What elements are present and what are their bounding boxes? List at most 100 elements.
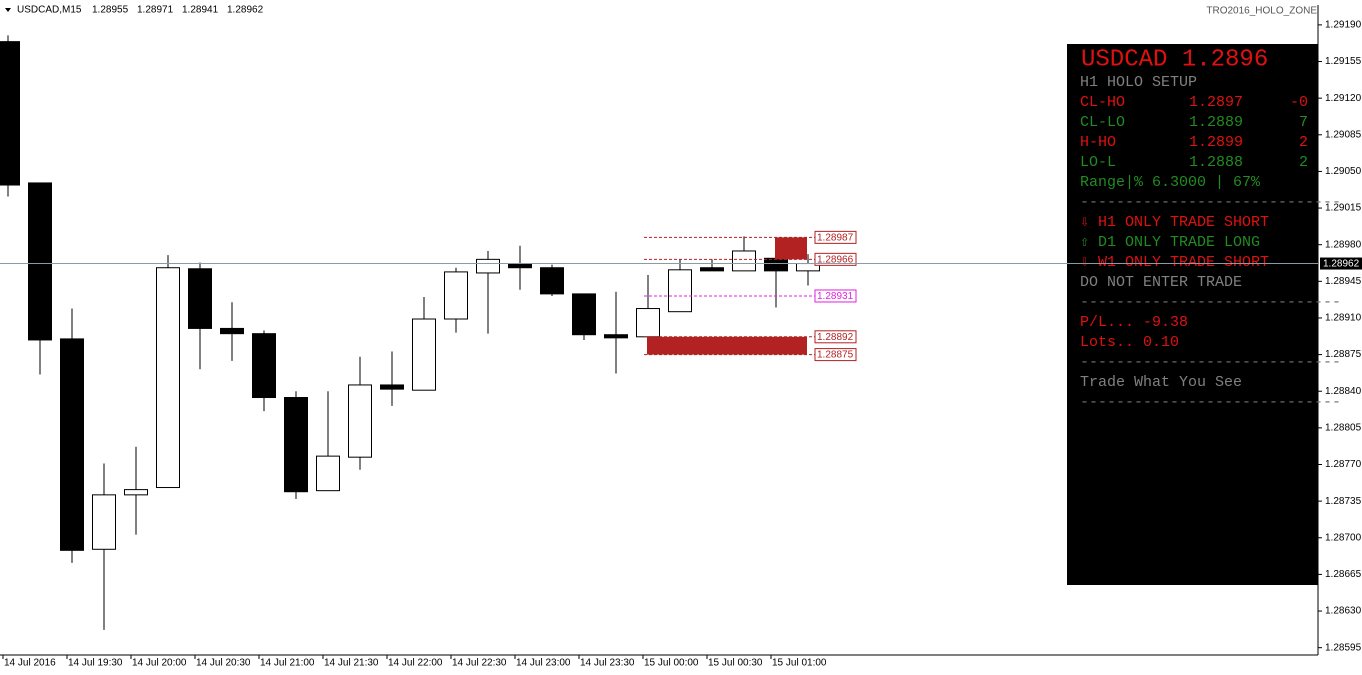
panel-text: 7: [1299, 114, 1308, 131]
panel-text: Range|% 6.3000 | 67%: [1080, 174, 1261, 191]
x-tick-label: 14 Jul 22:30: [452, 658, 507, 669]
level-label: 1.28966: [817, 254, 854, 265]
y-tick-label: 1.29190: [1325, 20, 1362, 31]
y-tick-label: 1.28910: [1325, 313, 1362, 324]
candle-body: [476, 258, 500, 274]
y-tick-label: 1.28840: [1325, 386, 1362, 397]
panel-text: -----------------------------: [1080, 294, 1341, 311]
menu-arrow: [5, 8, 11, 12]
plot-area: [0, 35, 820, 630]
candle-body: [540, 267, 564, 295]
panel-text: H-HO: [1080, 134, 1116, 151]
indicator-name: TRO2016_HOLO_ZONE: [1206, 6, 1317, 17]
panel-text: 1.2889: [1189, 114, 1243, 131]
level-label-box: [814, 330, 857, 344]
panel-title: USDCAD 1.2896: [1081, 46, 1268, 73]
candle-body: [572, 293, 596, 336]
zone: [775, 237, 807, 260]
candle-body: [28, 182, 52, 341]
zone: [647, 336, 807, 355]
level-label-box: [814, 348, 857, 362]
panel-text: 1.2899: [1189, 134, 1243, 151]
candle-body: [764, 257, 788, 272]
panel-text: Trade What You See: [1080, 374, 1242, 391]
panel-text: 1.2888: [1189, 154, 1243, 171]
y-tick-label: 1.28875: [1325, 349, 1362, 360]
panel-text: ⇧ D1 ONLY TRADE LONG: [1080, 234, 1260, 251]
y-tick-label: 1.29050: [1325, 166, 1362, 177]
y-tick-label: 1.28735: [1325, 496, 1362, 507]
panel-text: P/L... -9.38: [1080, 314, 1188, 331]
last-price-box: [1320, 257, 1362, 270]
candle-body: [636, 308, 660, 338]
chart-title: USDCAD,M15: [17, 5, 82, 16]
level-label: 1.28931: [817, 291, 854, 302]
panel-text: H1 HOLO SETUP: [1080, 74, 1197, 91]
level-label-box: [814, 289, 857, 303]
candle-body: [732, 250, 756, 272]
y-tick-label: 1.28630: [1325, 606, 1362, 617]
candle-body: [444, 271, 468, 320]
level-label: 1.28987: [817, 233, 854, 244]
last-price-label: 1.28962: [1323, 259, 1360, 270]
info-panel: [1067, 44, 1318, 585]
x-tick-label: 14 Jul 23:30: [580, 658, 635, 669]
panel-text: CL-HO: [1080, 94, 1125, 111]
panel-text: -----------------------------: [1080, 194, 1341, 211]
level-label: 1.28892: [817, 332, 854, 343]
x-tick-label: 14 Jul 20:30: [196, 658, 251, 669]
y-tick-label: 1.29155: [1325, 56, 1362, 67]
y-tick-label: 1.29085: [1325, 129, 1362, 140]
x-tick-label: 14 Jul 21:00: [260, 658, 315, 669]
panel-text: -----------------------------: [1080, 394, 1341, 411]
x-tick-label: 14 Jul 23:00: [516, 658, 571, 669]
x-tick-label: 14 Jul 22:00: [388, 658, 443, 669]
candle-body: [220, 327, 244, 335]
candle-body: [188, 268, 212, 329]
candle-body: [412, 318, 436, 391]
level-label-box: [814, 252, 857, 266]
candle-body: [92, 494, 116, 550]
panel-text: DO NOT ENTER TRADE: [1080, 274, 1242, 291]
candle-body: [0, 41, 20, 186]
y-tick-label: 1.28770: [1325, 459, 1362, 470]
y-tick-label: 1.28700: [1325, 532, 1362, 543]
header-value: 1.28971: [137, 5, 174, 16]
y-tick-label: 1.28805: [1325, 423, 1362, 434]
candle-body: [156, 267, 180, 489]
header-value: 1.28941: [182, 5, 219, 16]
y-tick-label: 1.29015: [1325, 203, 1362, 214]
candle-body: [284, 397, 308, 493]
candle-body: [668, 269, 692, 313]
panel-text: -----------------------------: [1080, 354, 1341, 371]
panel-text: 2: [1299, 154, 1308, 171]
header-value: 1.28955: [92, 5, 129, 16]
candle-body: [380, 384, 404, 390]
panel-text: CL-LO: [1080, 114, 1125, 131]
candle-body: [316, 455, 340, 492]
x-tick-label: 15 Jul 00:00: [644, 658, 699, 669]
header-value: 1.28962: [227, 5, 264, 16]
candle-body: [252, 333, 276, 399]
panel-text: 2: [1299, 134, 1308, 151]
y-tick-label: 1.28945: [1325, 276, 1362, 287]
y-tick-label: 1.29120: [1325, 93, 1362, 104]
panel-text: -0: [1290, 94, 1308, 111]
panel-text: LO-L: [1080, 154, 1116, 171]
panel-text: 1.2897: [1189, 94, 1243, 111]
x-tick-label: 14 Jul 19:30: [68, 658, 123, 669]
candle-body: [348, 384, 372, 458]
candle-body: [60, 338, 84, 551]
panel-text: ⇩ W1 ONLY TRADE SHORT: [1080, 254, 1269, 271]
x-tick-label: 15 Jul 00:30: [708, 658, 763, 669]
panel-text: Lots.. 0.10: [1080, 334, 1179, 351]
y-tick-label: 1.28980: [1325, 239, 1362, 250]
level-label-box: [814, 230, 857, 244]
y-tick-label: 1.28665: [1325, 569, 1362, 580]
x-tick-label: 14 Jul 20:00: [132, 658, 187, 669]
y-tick-label: 1.28595: [1325, 642, 1362, 653]
panel-text: ⇩ H1 ONLY TRADE SHORT: [1080, 214, 1269, 231]
x-tick-label: 15 Jul 01:00: [772, 658, 827, 669]
